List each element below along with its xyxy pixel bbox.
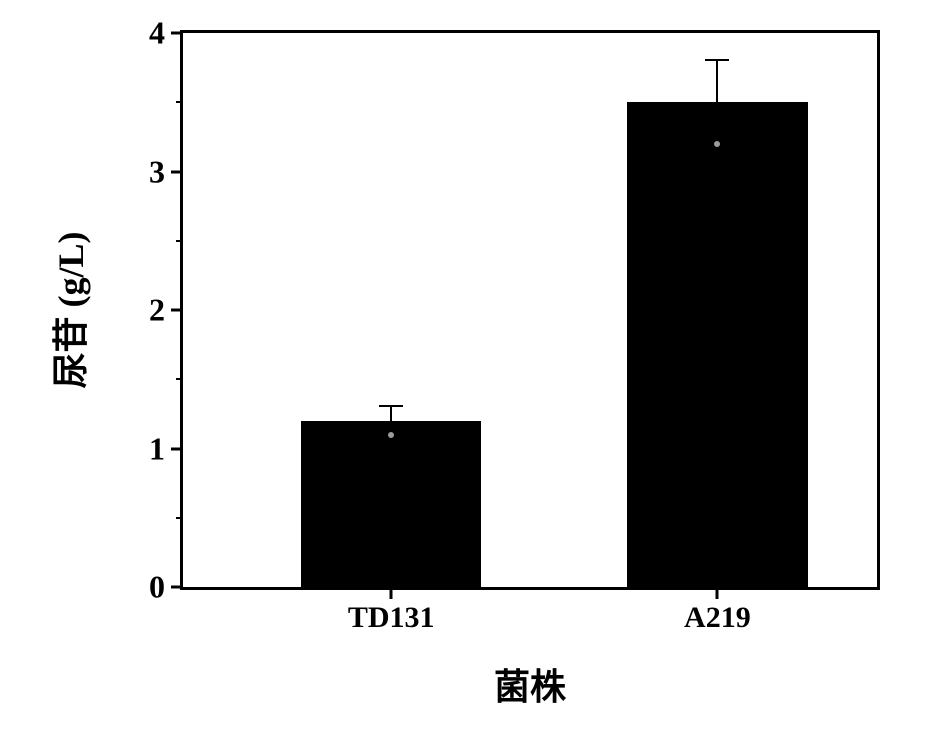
ytick-label: 2 (149, 292, 183, 329)
ytick-label: 4 (149, 15, 183, 52)
errorcap-a219 (705, 59, 729, 61)
ytick-minor-mark (176, 101, 183, 103)
xtick-label-a219: A219 (684, 587, 751, 635)
ytick-label: 3 (149, 153, 183, 190)
xtick-label-td131: TD131 (348, 587, 435, 635)
errorcap-td131 (379, 405, 403, 407)
ytick-minor-mark (176, 517, 183, 519)
ytick-label: 0 (149, 569, 183, 606)
plot-area: 0 1 2 3 4 TD131 A219 (180, 30, 880, 590)
bar-td131 (301, 421, 481, 587)
y-axis-label: 尿苷 (g/L) (42, 232, 94, 389)
errorbar-a219 (716, 61, 718, 103)
ytick-minor-mark (176, 240, 183, 242)
bar-a219 (627, 102, 807, 587)
marker-td131 (388, 432, 394, 438)
x-axis-label: 菌株 (494, 658, 566, 710)
marker-a219 (714, 141, 720, 147)
bar-chart: 尿苷 (g/L) 0 1 2 3 4 TD131 (60, 20, 910, 710)
errorbar-td131 (390, 407, 392, 421)
ytick-label: 1 (149, 430, 183, 467)
ytick-minor-mark (176, 378, 183, 380)
